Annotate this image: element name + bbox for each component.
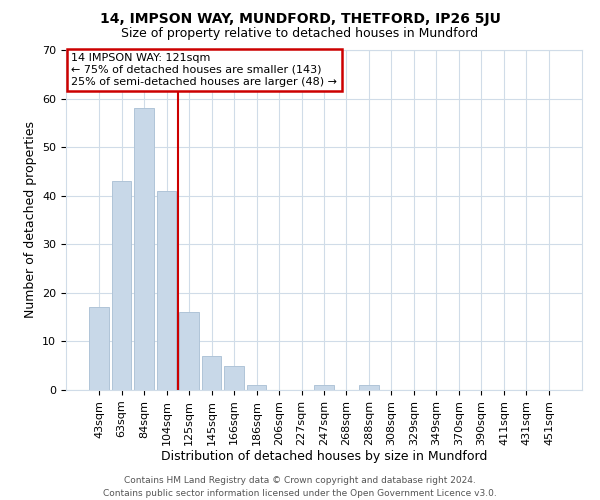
Bar: [314, 385, 334, 390]
Bar: [359, 385, 379, 390]
Bar: [179, 312, 199, 390]
Bar: [112, 181, 131, 390]
Bar: [89, 308, 109, 390]
Text: 14 IMPSON WAY: 121sqm
← 75% of detached houses are smaller (143)
25% of semi-det: 14 IMPSON WAY: 121sqm ← 75% of detached …: [71, 54, 337, 86]
Text: 14, IMPSON WAY, MUNDFORD, THETFORD, IP26 5JU: 14, IMPSON WAY, MUNDFORD, THETFORD, IP26…: [100, 12, 500, 26]
Text: Contains HM Land Registry data © Crown copyright and database right 2024.
Contai: Contains HM Land Registry data © Crown c…: [103, 476, 497, 498]
Bar: [224, 366, 244, 390]
Y-axis label: Number of detached properties: Number of detached properties: [23, 122, 37, 318]
Bar: [157, 191, 176, 390]
Bar: [202, 356, 221, 390]
Bar: [247, 385, 266, 390]
X-axis label: Distribution of detached houses by size in Mundford: Distribution of detached houses by size …: [161, 450, 487, 464]
Text: Size of property relative to detached houses in Mundford: Size of property relative to detached ho…: [121, 28, 479, 40]
Bar: [134, 108, 154, 390]
